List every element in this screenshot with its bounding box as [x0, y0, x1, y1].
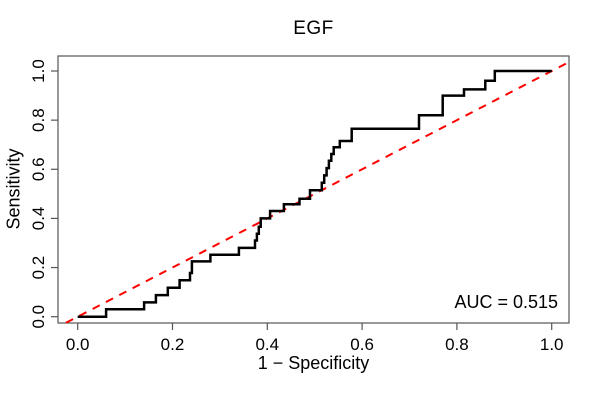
x-tick-label: 0.4 [255, 335, 279, 354]
y-axis-label: Sensitivity [3, 148, 24, 230]
chance-diagonal-line [65, 61, 570, 324]
chart-title: EGF [293, 18, 334, 39]
auc-annotation: AUC = 0.515 [454, 292, 558, 312]
y-tick-label: 0.8 [29, 108, 48, 132]
plot-frame [57, 55, 570, 324]
axis-ticks: 0.0 0.2 0.4 0.6 0.8 1.0 0.0 0.2 0.4 0.6 0.8 1.0 [29, 59, 564, 354]
y-tick-label: 0.0 [29, 305, 48, 329]
x-tick-label: 0.8 [445, 335, 469, 354]
x-tick-label: 0.2 [161, 335, 185, 354]
x-axis-label: 1 − Specificity [257, 353, 370, 373]
y-tick-label: 1.0 [29, 59, 48, 83]
y-tick-label: 0.2 [29, 256, 48, 280]
x-tick-label: 1.0 [540, 335, 564, 354]
x-tick-label: 0.6 [350, 335, 374, 354]
x-tick-label: 0.0 [66, 335, 90, 354]
roc-curve [77, 69, 552, 318]
y-tick-label: 0.4 [29, 207, 48, 231]
y-tick-label: 0.6 [29, 157, 48, 181]
